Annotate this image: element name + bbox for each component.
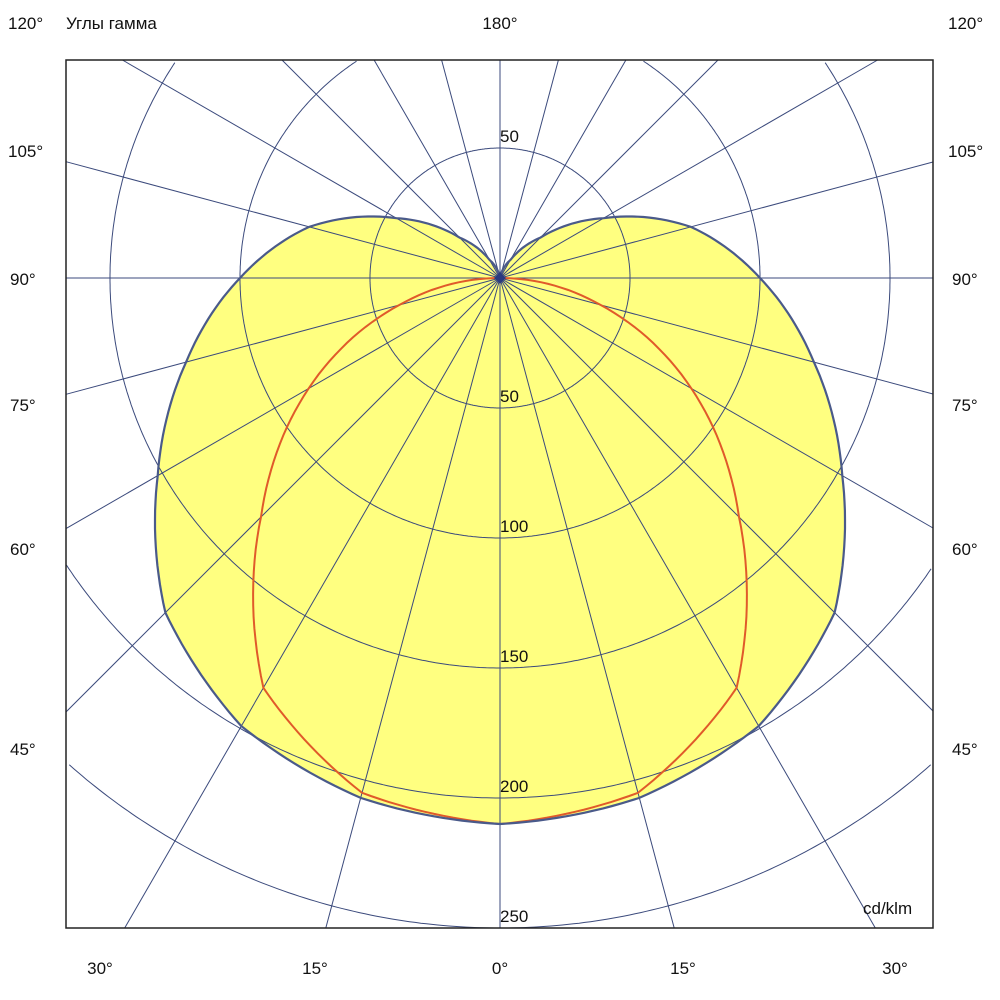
grid-circle-150 [500, 62, 891, 669]
series-curve-1 [153, 215, 847, 826]
grid-ray-315 [65, 277, 501, 713]
angle-label-120-left: 120° [8, 14, 43, 33]
grid-ray-15 [499, 277, 675, 929]
angle-label-60-left: 60° [10, 540, 36, 559]
angle-label-75-left: 75° [10, 396, 36, 415]
grid-ray-165 [499, 59, 559, 279]
grid-circle-100 [500, 60, 761, 539]
angle-label-180: 180° [482, 14, 517, 33]
center-marker [494, 272, 506, 284]
grid-circle-150 [109, 62, 500, 669]
angle-label-105-right: 105° [948, 142, 983, 161]
radial-label-50-top: 50 [500, 127, 519, 146]
plot-frame [65, 59, 934, 929]
grid-ray-195 [441, 59, 501, 279]
angle-label-30-bottom-right: 30° [882, 959, 908, 978]
grid-ray-330 [124, 277, 501, 929]
radial-label-150: 150 [500, 647, 528, 666]
angle-label-90-right: 90° [952, 270, 978, 289]
angle-label-105-left: 105° [8, 142, 43, 161]
plot-area [65, 59, 934, 929]
grid-ray-210 [373, 59, 501, 279]
grid-ray-75 [499, 277, 934, 395]
series-lines [153, 215, 847, 826]
angle-label-75-right: 75° [952, 396, 978, 415]
chart-title: Углы гамма [66, 14, 157, 33]
grid-circle-250 [68, 764, 500, 929]
grid-ray-345 [325, 277, 501, 929]
unit-label: cd/klm [863, 899, 912, 918]
grid-circle-250 [500, 764, 932, 929]
grid-ray-150 [499, 59, 627, 279]
radial-label-100: 100 [500, 517, 528, 536]
angle-label-0-bottom: 0° [492, 959, 508, 978]
angle-label-60-right: 60° [952, 540, 978, 559]
grid-ray-45 [499, 277, 934, 712]
angle-label-30-bottom-left: 30° [87, 959, 113, 978]
grid-ray-135 [499, 59, 719, 279]
angle-label-120-right: 120° [948, 14, 983, 33]
grid-circle-100 [239, 60, 500, 539]
radial-label-50: 50 [500, 387, 519, 406]
grid-ray-30 [499, 277, 876, 929]
grid-ray-255 [65, 161, 501, 279]
grid-ray-240 [122, 59, 501, 279]
angle-label-15-bottom-left: 15° [302, 959, 328, 978]
radial-label-200: 200 [500, 777, 528, 796]
angle-label-45-left: 45° [10, 740, 36, 759]
grid-ray-60 [499, 277, 934, 529]
grid [65, 59, 934, 929]
radial-label-250: 250 [500, 907, 528, 926]
grid-ray-285 [65, 277, 501, 395]
grid-ray-120 [499, 59, 878, 279]
grid-ray-225 [281, 59, 501, 279]
angle-label-90-left: 90° [10, 270, 36, 289]
angle-label-45-right: 45° [952, 740, 978, 759]
grid-ray-300 [65, 277, 501, 530]
grid-ray-105 [499, 161, 934, 279]
angle-label-15-bottom-right: 15° [670, 959, 696, 978]
